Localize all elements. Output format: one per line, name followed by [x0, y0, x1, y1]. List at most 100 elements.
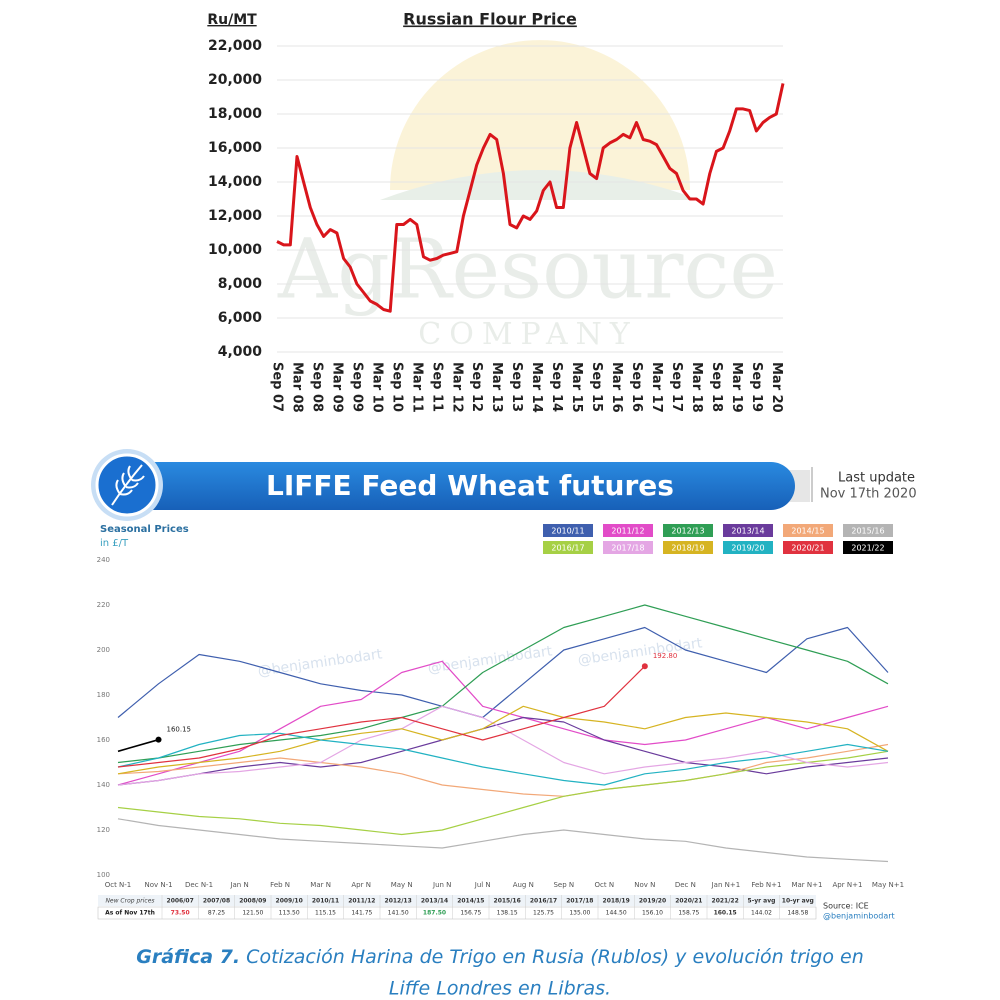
series-line: [117, 626, 889, 719]
table-header: 2016/17: [530, 898, 557, 905]
x-tick-label: Mar 13: [489, 362, 504, 413]
y-tick-label: 180: [97, 691, 110, 699]
table-header-row: [98, 895, 816, 906]
table-cell: 87.25: [208, 910, 225, 917]
legend-label: 2018/19: [671, 544, 704, 553]
table-cell: 138.15: [497, 910, 518, 917]
caption: Gráfica 7. Cotización Harina de Trigo en…: [136, 946, 864, 968]
table-cell: 156.10: [642, 910, 663, 917]
y-tick-label: 22,000: [208, 38, 262, 54]
table-header: 2021/22: [712, 898, 739, 905]
legend-label: 2014/15: [791, 527, 824, 536]
table-header: 2015/16: [494, 898, 521, 905]
x-tick-label: Oct N-1: [105, 881, 132, 889]
legend-label: 2013/14: [731, 527, 764, 536]
legend-label: 2020/21: [791, 544, 824, 553]
x-tick-label: Sep 10: [389, 362, 404, 412]
table-header: 2013/14: [421, 898, 448, 905]
x-tick-label: Sep 08: [309, 362, 324, 412]
table-header: 2012/13: [385, 898, 412, 905]
x-tick-label: Mar 19: [729, 362, 744, 413]
end-point: [155, 736, 162, 743]
table-cell: 113.50: [279, 910, 300, 917]
y-axis-label: Ru/MT: [207, 12, 257, 28]
y-tick-label: 240: [97, 556, 110, 564]
series-line: [117, 738, 159, 753]
x-tick-label: Mar 08: [289, 362, 304, 413]
legend-swatch: [543, 541, 593, 554]
legend-swatch: [543, 524, 593, 537]
x-tick-label: May N+1: [872, 881, 904, 889]
x-tick-label: Apr N: [351, 881, 371, 889]
y-tick-label: 200: [97, 646, 110, 654]
last-update: Nov 17th 2020: [820, 487, 917, 502]
x-tick-label: Sep 15: [589, 362, 604, 412]
y-axis-label: in £/T: [100, 538, 129, 549]
table-cell: 160.15: [714, 910, 737, 917]
legend-swatch: [603, 541, 653, 554]
x-tick-label: Sep 17: [669, 362, 684, 412]
table-cell: 187.50: [423, 910, 446, 917]
x-tick-label: Sep 19: [749, 362, 764, 412]
watermark: COMPANY: [418, 317, 637, 352]
x-tick-label: Jan N+1: [711, 881, 741, 889]
table-header: 2006/07: [167, 898, 194, 905]
end-point: [641, 663, 648, 670]
caption-label: Gráfica 7.: [136, 946, 240, 968]
y-tick-label: 18,000: [208, 106, 262, 122]
x-tick-label: Aug N: [513, 881, 534, 889]
legend-label: 2021/22: [851, 544, 884, 553]
y-tick-label: 140: [97, 781, 110, 789]
x-tick-label: Nov N-1: [144, 881, 172, 889]
chart-title: Russian Flour Price: [403, 10, 577, 29]
table-cell: 144.50: [606, 910, 627, 917]
table-header: 2018/19: [603, 898, 630, 905]
table-cell: 141.75: [351, 910, 372, 917]
caption-text: Liffe Londres en Libras.: [389, 978, 611, 1000]
table-header: 10-yr avg: [782, 898, 814, 905]
table-cell: 156.75: [460, 910, 481, 917]
legend-swatch: [843, 524, 893, 537]
table-header: 2011/12: [348, 898, 375, 905]
table-row-label: As of Nov 17th: [105, 910, 155, 917]
y-tick-label: 160: [97, 736, 110, 744]
legend-swatch: [663, 524, 713, 537]
legend-label: 2015/16: [851, 527, 884, 536]
y-tick-label: 6,000: [218, 310, 263, 326]
legend-label: 2017/18: [611, 544, 644, 553]
table-cell: 121.50: [242, 910, 263, 917]
y-tick-label: 16,000: [208, 140, 262, 156]
x-tick-label: Nov N: [634, 881, 655, 889]
x-tick-label: Mar 16: [609, 362, 624, 413]
x-tick-label: Mar 10: [369, 362, 384, 413]
legend-swatch: [783, 524, 833, 537]
y-tick-label: 14,000: [208, 174, 262, 190]
y-tick-label: 20,000: [208, 72, 262, 88]
table-cell: 158.75: [678, 910, 699, 917]
x-tick-label: Sep 13: [509, 362, 524, 412]
x-tick-label: Apr N+1: [833, 881, 863, 889]
x-tick-label: Mar 18: [689, 362, 704, 413]
y-tick-label: 12,000: [208, 208, 262, 224]
y-tick-label: 100: [97, 871, 110, 879]
x-tick-label: Dec N-1: [185, 881, 213, 889]
credit: @benjaminbodart: [823, 912, 895, 921]
legend-swatch: [843, 541, 893, 554]
x-tick-label: Jul N: [474, 881, 491, 889]
x-tick-label: Feb N: [270, 881, 290, 889]
data-label: 160.15: [167, 726, 192, 734]
x-tick-label: Jun N: [432, 881, 451, 889]
x-tick-label: Sep 09: [349, 362, 364, 412]
legend-label: 2016/17: [551, 544, 584, 553]
data-label: 192.80: [653, 652, 678, 660]
x-tick-label: Sep 16: [629, 362, 644, 412]
series-line: [117, 660, 889, 786]
table-header: 2017/18: [566, 898, 593, 905]
y-tick-label: 8,000: [218, 276, 263, 292]
legend-label: 2012/13: [671, 527, 704, 536]
series-line: [117, 716, 889, 786]
legend-label: 2011/12: [611, 527, 644, 536]
watermark-hill: [380, 170, 700, 200]
series-line: [117, 750, 889, 836]
